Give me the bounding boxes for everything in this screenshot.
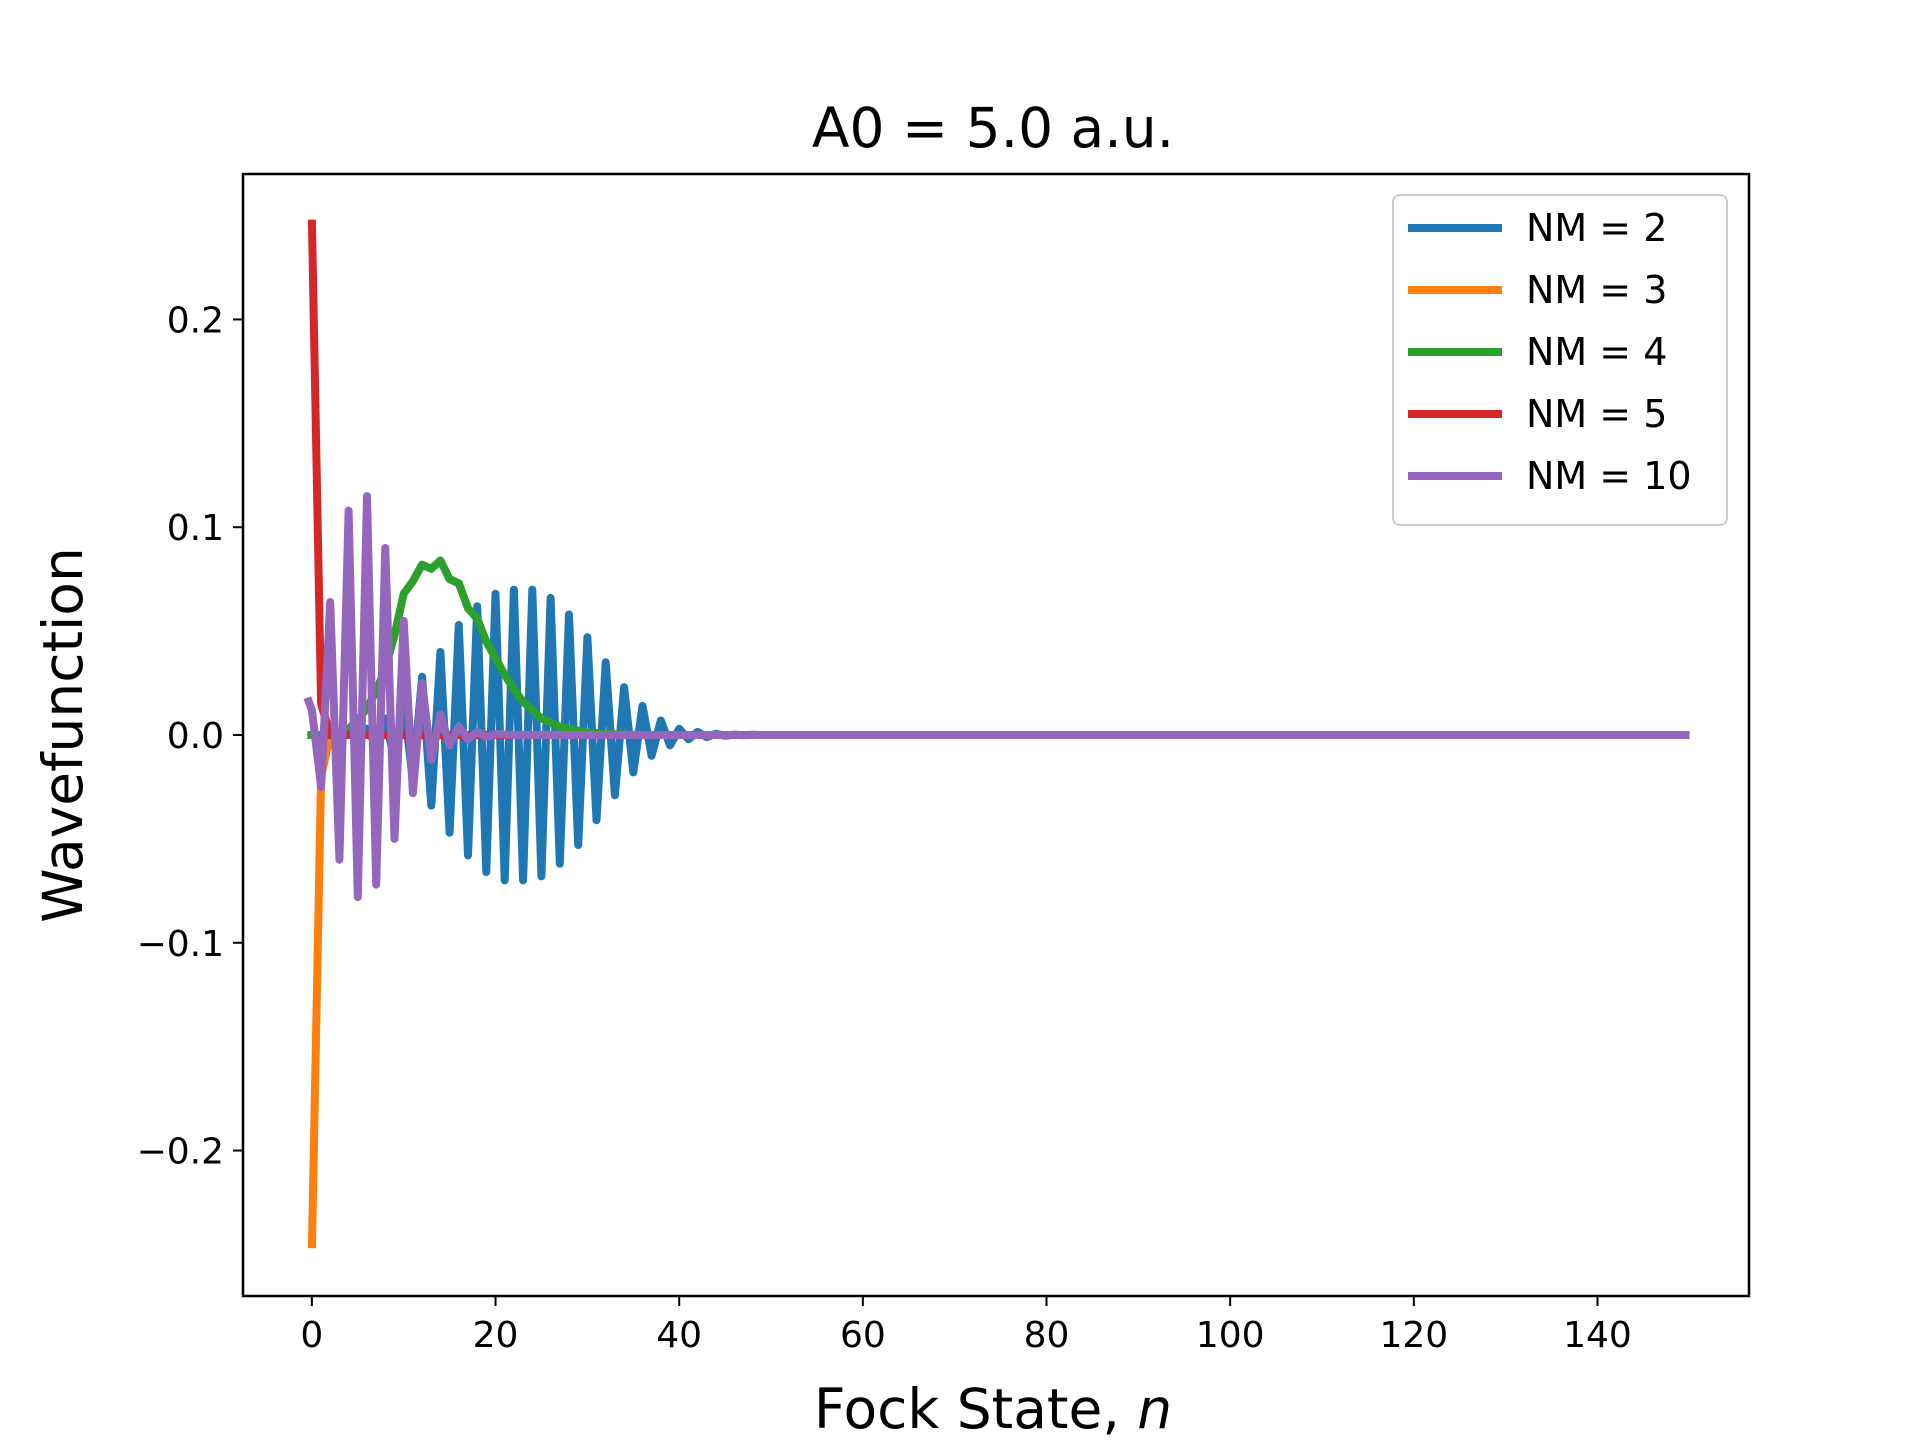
y-axis: −0.2 −0.1 0.0 0.1 0.2 (137, 300, 243, 1173)
x-axis-label: Fock State, n (814, 1377, 1172, 1440)
x-tick-label: 80 (1024, 1315, 1070, 1356)
chart-title: A0 = 5.0 a.u. (812, 96, 1174, 160)
legend-label: NM = 10 (1526, 454, 1692, 498)
y-axis-label: Wavefunction (31, 547, 95, 923)
y-tick-label: 0.0 (167, 716, 224, 757)
x-tick-label: 20 (473, 1315, 519, 1356)
y-tick-label: −0.1 (137, 924, 224, 965)
y-tick-label: 0.2 (167, 300, 224, 341)
x-tick-label: 40 (656, 1315, 702, 1356)
x-tick-label: 100 (1196, 1315, 1265, 1356)
legend-label: NM = 5 (1526, 392, 1667, 436)
x-tick-label: 0 (300, 1315, 323, 1356)
x-tick-label: 140 (1563, 1315, 1632, 1356)
x-tick-label: 60 (840, 1315, 886, 1356)
x-axis: 0 20 40 60 80 100 120 140 (300, 1296, 1632, 1356)
legend-box (1392, 194, 1728, 526)
legend-label: NM = 3 (1526, 268, 1667, 312)
series-layer (303, 219, 1690, 1249)
legend-label: NM = 2 (1526, 206, 1667, 250)
legend-label: NM = 4 (1526, 330, 1667, 374)
x-axis-label-variable: n (1137, 1377, 1172, 1440)
x-tick-label: 120 (1379, 1315, 1448, 1356)
series-line-5 (303, 492, 1690, 902)
y-tick-label: 0.1 (167, 508, 224, 549)
legend: NM = 2 NM = 3 NM = 4 NM = 5 NM = 10 (1392, 194, 1728, 526)
y-tick-label: −0.2 (137, 1132, 224, 1173)
